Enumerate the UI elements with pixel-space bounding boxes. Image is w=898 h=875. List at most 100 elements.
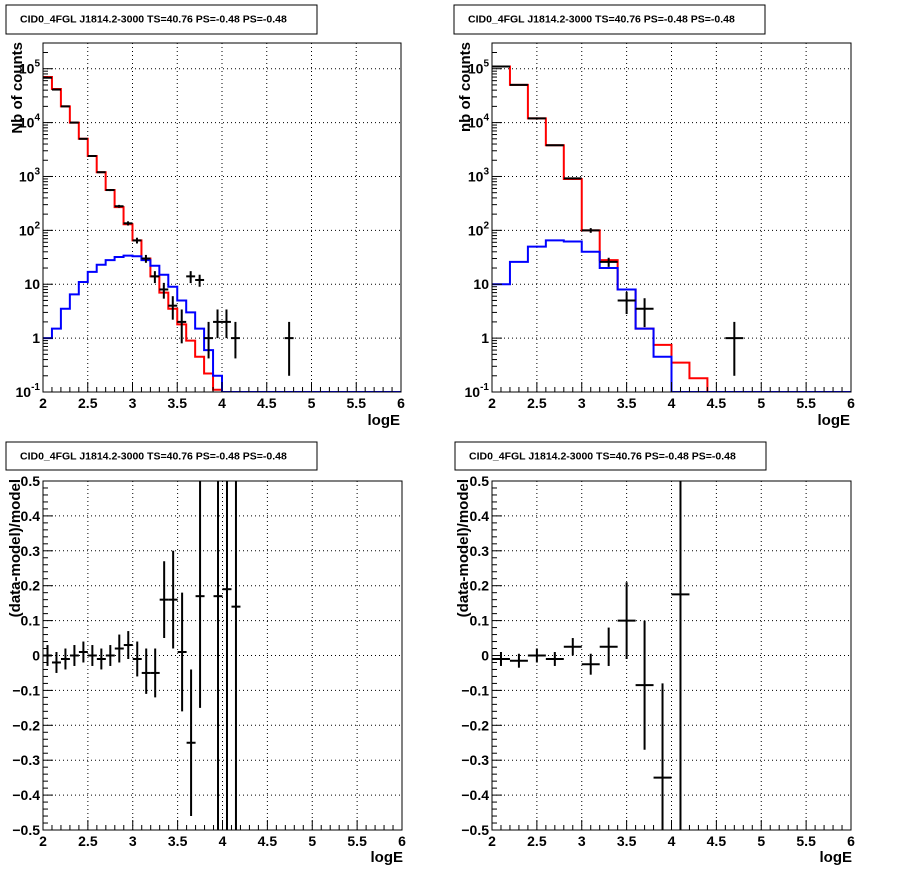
data-point [635, 298, 654, 328]
plot-area [492, 65, 851, 392]
x-tick-label: 3 [578, 395, 586, 411]
data-point [132, 237, 142, 244]
y-axis-title-2: nb of counts [457, 42, 474, 132]
data-point [195, 274, 205, 287]
x-tick-label: 5 [308, 395, 316, 411]
y-tick-label: −0.5 [461, 822, 489, 838]
data-point [563, 638, 582, 656]
source-model-histogram [492, 239, 851, 392]
data-point [105, 189, 115, 192]
x-axis-title-1: logE [368, 412, 401, 429]
plot-title-1: CID0_4FGL J1814.2-3000 TS=40.76 PS=-0.48… [20, 14, 287, 26]
data-point [159, 282, 169, 299]
x-tick-label: 6 [847, 395, 855, 411]
y-tick-label: −0.2 [461, 717, 489, 733]
data-point [284, 321, 294, 376]
x-tick-label: 5.5 [347, 833, 367, 849]
y-tick-label: 105 [19, 59, 41, 77]
data-point [545, 144, 564, 147]
y-tick-label: 10 [24, 276, 40, 292]
x-tick-label: 4 [218, 395, 226, 411]
axis-ticks [42, 42, 402, 393]
data-point [105, 645, 115, 666]
data-point [509, 653, 528, 668]
y-tick-label: 0.4 [470, 508, 490, 524]
y-tick-label: 0.2 [21, 578, 41, 594]
data-point [581, 653, 600, 675]
data-point [671, 481, 690, 830]
plot-title-2: CID0_4FGL J1814.2-3000 TS=40.76 PS=-0.48… [468, 14, 735, 26]
x-tick-label: 3.5 [617, 833, 637, 849]
y-tick-label: −0.1 [12, 682, 40, 698]
data-point [141, 254, 151, 263]
residual-plot-fine-binning: 2 2.5 3 3.5 4 4.5 5 5.5 6 −0.5 −0.4 −0.3 −0.2 −0.1 0 0.… [12, 473, 406, 849]
x-tick-label: 4.5 [707, 833, 727, 849]
data-point [527, 648, 546, 663]
counts-plot-fine-binning: 2 2.5 3 3.5 4 4.5 5 5.5 6 10-1 1 10 102 103 104 105 [16, 42, 405, 411]
data-point [213, 481, 223, 830]
data-point [599, 257, 618, 267]
x-tick-label: 3 [129, 395, 137, 411]
data-points [43, 481, 241, 830]
x-axis-title-3: logE [371, 849, 404, 866]
y-tick-label: 105 [468, 59, 490, 77]
data-point [545, 652, 564, 666]
data-points [492, 481, 690, 830]
data-point [123, 221, 133, 226]
x-tick-label: 3.5 [168, 833, 188, 849]
x-tick-label: 4 [668, 395, 676, 411]
x-tick-label: 2.5 [78, 395, 98, 411]
data-point [96, 648, 106, 670]
plot-area [492, 481, 690, 830]
y-axis-title-3: (data-model)/model [7, 479, 24, 617]
y-tick-label: 0.2 [470, 578, 490, 594]
axis-ticks [491, 480, 852, 831]
x-tick-label: 4 [219, 833, 227, 849]
data-point [186, 669, 196, 817]
y-tick-label: −0.1 [461, 682, 489, 698]
data-point [96, 171, 106, 174]
data-points [492, 65, 744, 376]
data-point [177, 309, 187, 344]
x-axis-title-4: logE [820, 849, 853, 866]
x-tick-label: 4.5 [258, 833, 278, 849]
title-box-1: CID0_4FGL J1814.2-3000 TS=40.76 PS=-0.48… [5, 4, 318, 35]
y-tick-label: −0.4 [12, 787, 40, 803]
data-point [617, 582, 636, 659]
counts-plot-coarse-binning: 2 2.5 3 3.5 4 4.5 5 5.5 6 10-1 1 10 102 103 104 105 [465, 42, 855, 411]
x-axis-title-2: logE [818, 412, 851, 429]
data-point [114, 634, 124, 663]
data-point [51, 652, 61, 673]
data-point [617, 291, 636, 315]
y-tick-label: 0.5 [470, 473, 490, 489]
x-tick-label: 3 [129, 833, 137, 849]
data-point [150, 271, 160, 284]
x-tick-label: 5 [757, 833, 765, 849]
y-tick-label: 10 [473, 276, 489, 292]
y-tick-label: 0.1 [21, 613, 41, 629]
data-point [87, 645, 97, 666]
x-tick-label: 5 [308, 833, 316, 849]
x-tick-label: 6 [397, 395, 405, 411]
y-tick-label: 1 [481, 330, 489, 346]
plot-title-3: CID0_4FGL J1814.2-3000 TS=40.76 PS=-0.48… [20, 451, 287, 463]
data-point [159, 561, 169, 639]
y-axis-title-4: (data-model)/model [455, 479, 472, 617]
y-tick-label: 102 [468, 220, 490, 238]
data-point [231, 481, 241, 830]
x-tick-label: 4.5 [707, 395, 727, 411]
y-tick-label: 0 [32, 648, 40, 664]
y-tick-label: −0.3 [12, 752, 40, 768]
y-tick-label: 0.4 [21, 508, 41, 524]
data-point [230, 321, 240, 359]
data-point [653, 683, 672, 830]
x-tick-label: 4.5 [257, 395, 277, 411]
x-tick-label: 3.5 [617, 395, 637, 411]
source-model-histogram [43, 254, 401, 392]
residual-plot-coarse-binning: 2 2.5 3 3.5 4 4.5 5 5.5 6 −0.5 −0.4 −0.3 −0.2 −0.1 0 0.… [461, 473, 855, 849]
data-point [635, 620, 654, 750]
x-tick-label: 2 [488, 833, 496, 849]
x-tick-label: 3 [578, 833, 586, 849]
plot-area [43, 76, 401, 392]
